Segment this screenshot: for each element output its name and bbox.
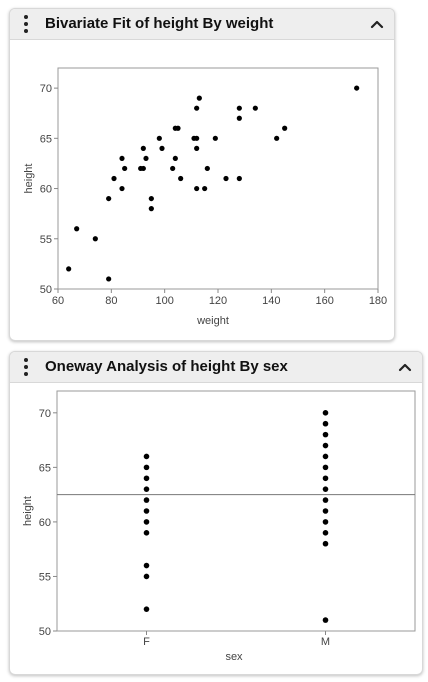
data-point (106, 276, 112, 282)
data-point (236, 115, 242, 121)
bivariate-fit-panel: Bivariate Fit of height By weight 50 55 60… (9, 8, 395, 341)
data-point (66, 266, 72, 272)
y-axis-title: height (22, 496, 34, 526)
data-point (202, 185, 208, 192)
oneway-collapse-chevron-up-icon[interactable] (394, 356, 416, 378)
oneway-panel-title: Oneway Analysis of height By sex (45, 358, 288, 375)
x-tick-label: 100 (155, 295, 173, 307)
x-tick-label: 120 (209, 295, 227, 307)
data-point (194, 145, 200, 151)
x-category-label: F (143, 636, 150, 648)
bivariate-scatter-chart: 50 55 60 65 70 60 80 100 120 140 160 180 weight heigh… (23, 67, 387, 327)
data-point (322, 519, 329, 525)
data-point (148, 195, 154, 202)
data-point (143, 519, 150, 525)
x-axis-title: weight (196, 315, 229, 327)
y-tick-label: 50 (40, 284, 52, 296)
data-point (194, 105, 200, 111)
x-tick-label: 160 (315, 295, 333, 307)
data-point (143, 562, 150, 569)
y-tick-label: 70 (39, 408, 51, 420)
data-point (143, 606, 150, 612)
data-point (143, 573, 150, 580)
x-tick-label: 140 (262, 295, 280, 307)
data-point (204, 165, 210, 172)
y-tick-label: 50 (39, 626, 51, 638)
data-point (354, 85, 360, 91)
y-axis-title: height (23, 164, 35, 194)
data-point (143, 486, 150, 492)
data-point (236, 175, 242, 182)
x-axis-title: sex (225, 651, 243, 663)
y-tick-label: 60 (39, 517, 51, 529)
data-point (170, 165, 176, 172)
data-point (140, 165, 146, 172)
data-point (212, 135, 218, 141)
data-point (143, 475, 150, 482)
data-point (122, 165, 128, 172)
y-tick-label: 65 (40, 133, 52, 145)
x-tick-label: 180 (369, 295, 387, 307)
data-point (143, 508, 150, 514)
data-point (148, 206, 154, 212)
data-point (322, 464, 329, 471)
data-point (156, 135, 162, 141)
data-point (274, 135, 280, 141)
data-point (74, 226, 80, 232)
data-point (119, 155, 125, 162)
bivariate-panel-title: Bivariate Fit of height By weight (45, 15, 274, 32)
y-tick-label: 55 (40, 234, 52, 246)
data-point (322, 442, 329, 449)
data-point (172, 155, 178, 162)
data-point (178, 175, 184, 182)
data-point (223, 175, 229, 182)
data-point (322, 530, 329, 536)
data-point (322, 540, 329, 547)
data-point (322, 508, 329, 514)
bivariate-panel-header: Bivariate Fit of height By weight (10, 9, 394, 40)
x-category-label: M (321, 636, 330, 648)
data-point (322, 431, 329, 438)
data-point (322, 475, 329, 482)
data-point (322, 420, 329, 427)
data-point (322, 486, 329, 492)
bivariate-plot-frame (57, 67, 379, 290)
oneway-panel-header: Oneway Analysis of height By sex (10, 352, 422, 383)
oneway-analysis-panel: Oneway Analysis of height By sex 50 55 60 6… (9, 351, 423, 675)
y-tick-label: 55 (39, 571, 51, 583)
data-point (143, 530, 150, 536)
data-point (252, 105, 258, 111)
data-point (322, 617, 329, 623)
x-tick-label: 80 (105, 295, 117, 307)
data-point (322, 453, 329, 460)
data-point (143, 453, 150, 460)
data-point (196, 95, 202, 101)
data-point (92, 236, 98, 242)
data-point (140, 145, 146, 151)
oneway-plot-frame (56, 390, 416, 632)
data-point (322, 497, 329, 503)
data-point (175, 125, 181, 131)
data-point (322, 410, 329, 416)
data-point (159, 145, 165, 151)
data-point (143, 464, 150, 471)
data-point (119, 185, 125, 192)
data-point (236, 105, 242, 111)
y-tick-label: 60 (40, 184, 52, 196)
y-tick-label: 65 (39, 462, 51, 474)
oneway-menu-dots-icon[interactable] (21, 358, 31, 376)
data-point (282, 125, 288, 131)
data-point (143, 155, 149, 162)
data-point (143, 497, 150, 503)
bivariate-collapse-chevron-up-icon[interactable] (366, 13, 388, 35)
data-point (106, 195, 112, 202)
data-point (111, 175, 117, 182)
bivariate-menu-dots-icon[interactable] (21, 15, 31, 33)
data-point (194, 135, 200, 141)
x-tick-label: 60 (52, 295, 64, 307)
y-tick-label: 70 (40, 83, 52, 95)
data-point (194, 185, 200, 192)
